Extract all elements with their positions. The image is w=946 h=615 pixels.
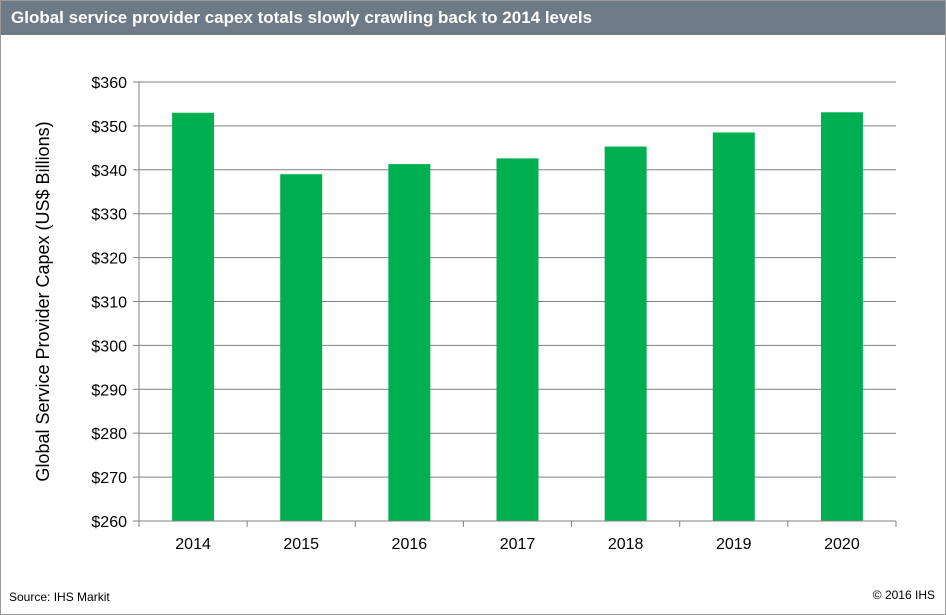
bar-2015 (280, 174, 323, 521)
x-tick-label: 2015 (283, 536, 319, 553)
x-tick-label: 2019 (716, 536, 752, 553)
bar-2016 (388, 164, 431, 521)
y-tick-label: $260 (91, 514, 127, 531)
bar-2017 (496, 158, 539, 522)
x-tick-label: 2016 (392, 536, 428, 553)
y-tick-label: $310 (91, 295, 127, 312)
bar-2018 (604, 146, 647, 521)
x-tick-label: 2020 (824, 536, 860, 553)
y-tick-label: $360 (91, 75, 127, 92)
y-tick-label: $270 (91, 470, 127, 487)
source-note: Source: IHS Markit (9, 590, 110, 604)
y-axis-label: Global Service Provider Capex (US$ Billi… (33, 121, 53, 481)
bar-chart: $260 $270 $280 $290 $300 $310 $320 $330 $340 $350… (33, 75, 897, 553)
axes (133, 81, 897, 527)
bar-2019 (712, 132, 755, 522)
bar-2020 (820, 112, 863, 521)
y-tick-label: $350 (91, 119, 127, 136)
bar-2014 (172, 112, 215, 521)
chart-title: Global service provider capex totals slo… (11, 8, 593, 27)
y-tick-label: $290 (91, 382, 127, 399)
y-tick-label: $320 (91, 251, 127, 268)
y-tick-label: $280 (91, 426, 127, 443)
x-tick-label: 2018 (608, 536, 644, 553)
tick-labels: $260 $270 $280 $290 $300 $310 $320 $330 $340 $350… (91, 75, 859, 553)
copyright-note: © 2016 IHS (872, 588, 935, 602)
title-bar: Global service provider capex totals slo… (1, 1, 945, 35)
y-tick-label: $330 (91, 207, 127, 224)
x-tick-label: 2017 (500, 536, 536, 553)
x-tick-label: 2014 (175, 536, 211, 553)
bars (172, 112, 863, 522)
y-tick-label: $300 (91, 338, 127, 355)
y-tick-label: $340 (91, 163, 127, 180)
